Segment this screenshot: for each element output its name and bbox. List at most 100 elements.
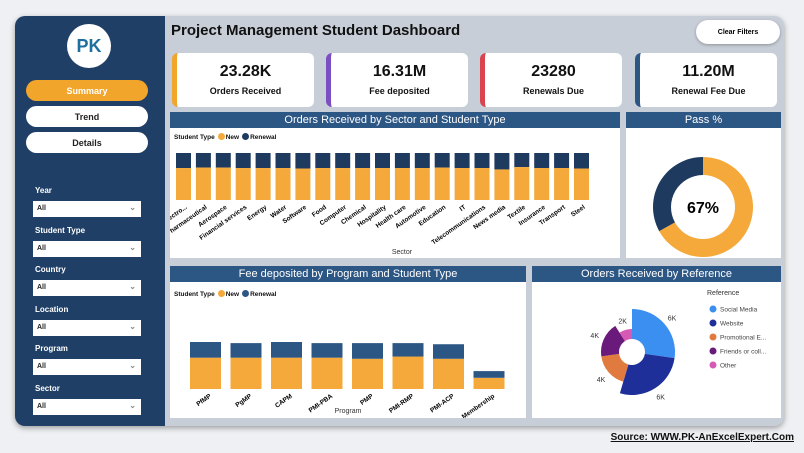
bar-new [215, 167, 231, 200]
bar-new [230, 357, 262, 389]
legend-item: Social Media [720, 307, 758, 314]
x-tick-label: Energy [246, 204, 268, 223]
x-tick-label: IT [458, 204, 467, 213]
filter-value: All [37, 284, 46, 291]
filter-dropdown[interactable]: All ⌄ [33, 319, 141, 336]
rose-slice [601, 325, 625, 357]
rose-slice [601, 353, 629, 382]
fee-legend: Student Type New Renewal [174, 290, 276, 298]
filter-label: Year [35, 186, 52, 195]
reference-chart: 6K 6K 4K 4K 2K Reference Social Media Website Pr… [590, 290, 766, 402]
fee-chart-panel: Fee deposited by Program and Student Typ… [170, 266, 526, 418]
chevron-down-icon: ⌄ [129, 361, 136, 370]
bar-new [275, 168, 291, 200]
bar-new [394, 168, 410, 200]
sidebar: PK Summary Trend Details Year All ⌄ Student… [15, 16, 165, 426]
bar-new [574, 168, 589, 200]
chevron-down-icon: ⌄ [129, 203, 136, 212]
filter-dropdown[interactable]: All ⌄ [33, 359, 141, 375]
sector-legend: Student Type New Renewal [174, 133, 276, 141]
filter-label: Program [35, 344, 68, 353]
x-tick-label: Membership [461, 393, 496, 418]
rose-slice [619, 329, 632, 342]
reference-panel: Orders Received by Reference 6K 6K 4K 4K 2K R… [532, 266, 781, 418]
bar-new [414, 168, 430, 200]
kpi-card: 16.31M Fee deposited [326, 53, 468, 107]
fee-chart: PfMP PgMP CAPM PMI-PBA PMP PMI-RMP PMI-ACP Memb… [190, 342, 505, 418]
legend-dot-icon [709, 361, 717, 369]
bar-new [235, 168, 251, 200]
bar-renewal [494, 153, 510, 170]
donut-slice [653, 156, 703, 232]
filter-dropdown[interactable]: All ⌄ [33, 240, 141, 257]
legend-item: Other [720, 363, 737, 370]
x-tick-label: PMI-PBA [308, 393, 335, 415]
bar-new [176, 168, 191, 200]
bar-new [295, 168, 311, 200]
x-tick-label: PMI-ACP [429, 393, 456, 415]
legend-renewal: Renewal [250, 134, 277, 141]
bar-new [315, 168, 331, 200]
bar-renewal [434, 153, 450, 168]
legend-new: New [225, 291, 240, 298]
kpi-card: 23280 Renewals Due [480, 53, 622, 107]
kpi-label: Renewal Fee Due [671, 86, 746, 96]
source-link[interactable]: Source: WWW.PK-AnExcelExpert.Com [610, 432, 794, 443]
slice-label: 4K [590, 333, 599, 340]
chevron-down-icon: ⌄ [129, 400, 136, 410]
sector-chart: Electro...PharmaceuticalAerospaceFinanci… [170, 153, 589, 256]
filter-label: Location [35, 304, 69, 314]
kpi-card: 23.28K Orders Received [172, 53, 314, 107]
filter-dropdown[interactable]: All ⌄ [33, 398, 141, 415]
kpi-label: Renewals Due [522, 86, 585, 96]
bar-renewal [375, 153, 390, 169]
filter-dropdown[interactable]: All ⌄ [33, 201, 141, 217]
filter-label: Sector [35, 383, 60, 393]
kpi-value: 16.31M [372, 63, 427, 80]
chevron-down-icon: ⌄ [129, 282, 136, 291]
reference-title: Orders Received by Reference [532, 266, 781, 282]
legend-dot-icon [709, 319, 717, 327]
kpi-value: 23280 [531, 63, 576, 80]
nav-summary[interactable]: Summary [26, 80, 148, 101]
kpi-card: 11.20M Renewal Fee Due [635, 53, 777, 107]
bar-new [473, 377, 505, 389]
legend-renewal: Renewal [250, 291, 277, 298]
bar-renewal [355, 153, 371, 169]
bar-renewal [574, 153, 589, 169]
bar-new [434, 167, 450, 200]
pass-value: 67% [687, 200, 719, 217]
bar-renewal [295, 153, 311, 169]
slice-label: 6K [656, 395, 665, 402]
nav-details[interactable]: Details [26, 132, 148, 153]
filter-dropdown[interactable]: All ⌄ [33, 280, 141, 296]
bar-new [355, 168, 371, 200]
bar-renewal [414, 153, 430, 169]
chevron-down-icon: ⌄ [129, 242, 136, 252]
legend-dot-icon [709, 305, 717, 313]
pass-donut: 67% [653, 156, 753, 257]
filter-value: All [37, 402, 46, 410]
bar-new [494, 169, 510, 200]
legend-renewal-icon [242, 133, 250, 140]
bar-new [352, 358, 383, 389]
x-tick-label: PgMP [234, 393, 253, 409]
nav-trend[interactable]: Trend [26, 106, 148, 127]
slice-label: 4K [597, 377, 606, 384]
legend-item: Website [720, 321, 744, 328]
bar-renewal [473, 371, 505, 378]
logo: PK [67, 24, 111, 68]
slice-label: 6K [668, 315, 677, 322]
bar-new [190, 357, 221, 389]
dashboard: PK Summary Trend Details Year All ⌄ Student… [15, 16, 784, 426]
bar-renewal [230, 343, 262, 358]
legend-item: Friends or coll... [720, 349, 766, 356]
bar-renewal [275, 153, 291, 169]
logo-text: PK [76, 35, 102, 56]
clear-filters-button[interactable]: Clear Filters [696, 20, 780, 44]
legend-item: Promotional E... [720, 335, 766, 342]
legend-title: Student Type [174, 291, 215, 298]
filter-value: All [37, 363, 46, 370]
bar-new [375, 168, 390, 200]
kpi-label: Fee deposited [369, 86, 430, 96]
